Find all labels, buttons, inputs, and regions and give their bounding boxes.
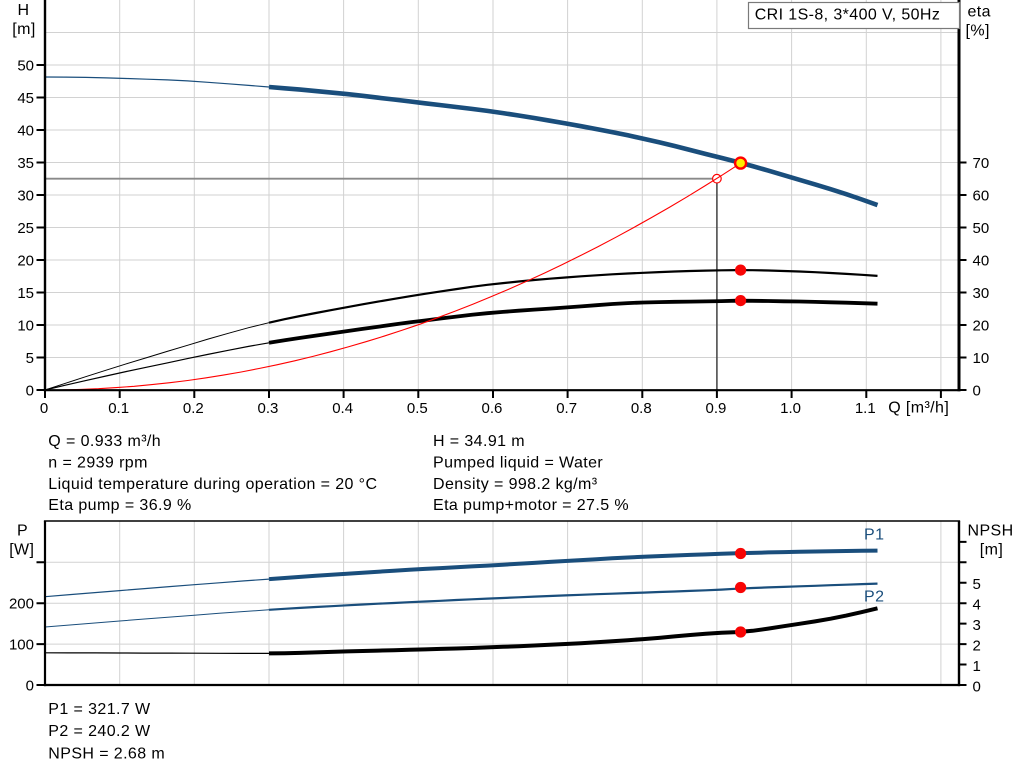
svg-text:3: 3 xyxy=(973,617,981,634)
svg-text:0: 0 xyxy=(26,382,34,399)
svg-text:60: 60 xyxy=(973,187,990,204)
svg-text:0.4: 0.4 xyxy=(332,400,353,417)
svg-text:Q = 0.933 m³/h: Q = 0.933 m³/h xyxy=(48,433,161,450)
svg-text:Density = 998.2 kg/m³: Density = 998.2 kg/m³ xyxy=(433,476,598,493)
svg-text:200: 200 xyxy=(9,596,34,613)
svg-text:NPSH: NPSH xyxy=(968,523,1014,540)
svg-text:50: 50 xyxy=(17,57,34,74)
svg-text:[m]: [m] xyxy=(980,541,1003,558)
svg-text:1: 1 xyxy=(973,658,981,675)
svg-text:n = 2939 rpm: n = 2939 rpm xyxy=(48,454,148,471)
svg-text:25: 25 xyxy=(17,220,34,237)
svg-text:4: 4 xyxy=(973,597,981,614)
svg-text:50: 50 xyxy=(973,220,990,237)
svg-text:0: 0 xyxy=(26,677,34,694)
svg-text:0: 0 xyxy=(973,382,981,399)
svg-text:Eta pump = 36.9 %: Eta pump = 36.9 % xyxy=(48,497,191,514)
svg-text:P: P xyxy=(17,523,28,540)
svg-text:eta: eta xyxy=(968,3,991,20)
svg-text:0.5: 0.5 xyxy=(407,400,428,417)
svg-text:P1 = 321.7 W: P1 = 321.7 W xyxy=(48,701,151,718)
svg-text:NPSH = 2.68 m: NPSH = 2.68 m xyxy=(48,746,165,763)
svg-text:15: 15 xyxy=(17,285,34,302)
svg-text:0: 0 xyxy=(40,400,48,417)
svg-text:H = 34.91 m: H = 34.91 m xyxy=(433,433,525,450)
svg-text:10: 10 xyxy=(17,317,34,334)
svg-text:0.7: 0.7 xyxy=(556,400,577,417)
svg-text:0.8: 0.8 xyxy=(631,400,652,417)
svg-text:CRI 1S-8, 3*400 V, 50Hz: CRI 1S-8, 3*400 V, 50Hz xyxy=(755,7,941,24)
svg-text:P2: P2 xyxy=(864,589,884,606)
svg-text:30: 30 xyxy=(17,187,34,204)
svg-text:H: H xyxy=(18,2,30,19)
svg-text:[%]: [%] xyxy=(966,23,990,40)
svg-text:Q [m³/h]: Q [m³/h] xyxy=(888,400,949,417)
svg-text:P1: P1 xyxy=(864,527,884,544)
svg-text:P2 = 240.2 W: P2 = 240.2 W xyxy=(48,723,151,740)
svg-text:0: 0 xyxy=(973,678,981,695)
svg-text:100: 100 xyxy=(9,636,34,653)
svg-text:1.0: 1.0 xyxy=(780,400,801,417)
svg-text:0.2: 0.2 xyxy=(183,400,204,417)
svg-text:0.6: 0.6 xyxy=(482,400,503,417)
svg-text:1.1: 1.1 xyxy=(855,400,876,417)
svg-text:35: 35 xyxy=(17,155,34,172)
svg-text:0.1: 0.1 xyxy=(108,400,129,417)
svg-text:0.9: 0.9 xyxy=(706,400,727,417)
svg-text:30: 30 xyxy=(973,285,990,302)
svg-text:0.3: 0.3 xyxy=(258,400,279,417)
svg-text:45: 45 xyxy=(17,90,34,107)
svg-text:Liquid temperature during oper: Liquid temperature during operation = 20… xyxy=(48,476,377,493)
svg-text:70: 70 xyxy=(973,155,990,172)
svg-text:40: 40 xyxy=(973,252,990,269)
svg-text:5: 5 xyxy=(26,350,34,367)
svg-text:[m]: [m] xyxy=(12,21,35,38)
svg-text:5: 5 xyxy=(973,576,981,593)
svg-text:Eta pump+motor = 27.5 %: Eta pump+motor = 27.5 % xyxy=(433,497,629,514)
svg-text:2: 2 xyxy=(973,637,981,654)
svg-text:Pumped liquid = Water: Pumped liquid = Water xyxy=(433,454,603,471)
svg-text:20: 20 xyxy=(17,252,34,269)
svg-text:10: 10 xyxy=(973,350,990,367)
svg-text:20: 20 xyxy=(973,317,990,334)
svg-text:40: 40 xyxy=(17,122,34,139)
svg-text:[W]: [W] xyxy=(9,541,34,558)
